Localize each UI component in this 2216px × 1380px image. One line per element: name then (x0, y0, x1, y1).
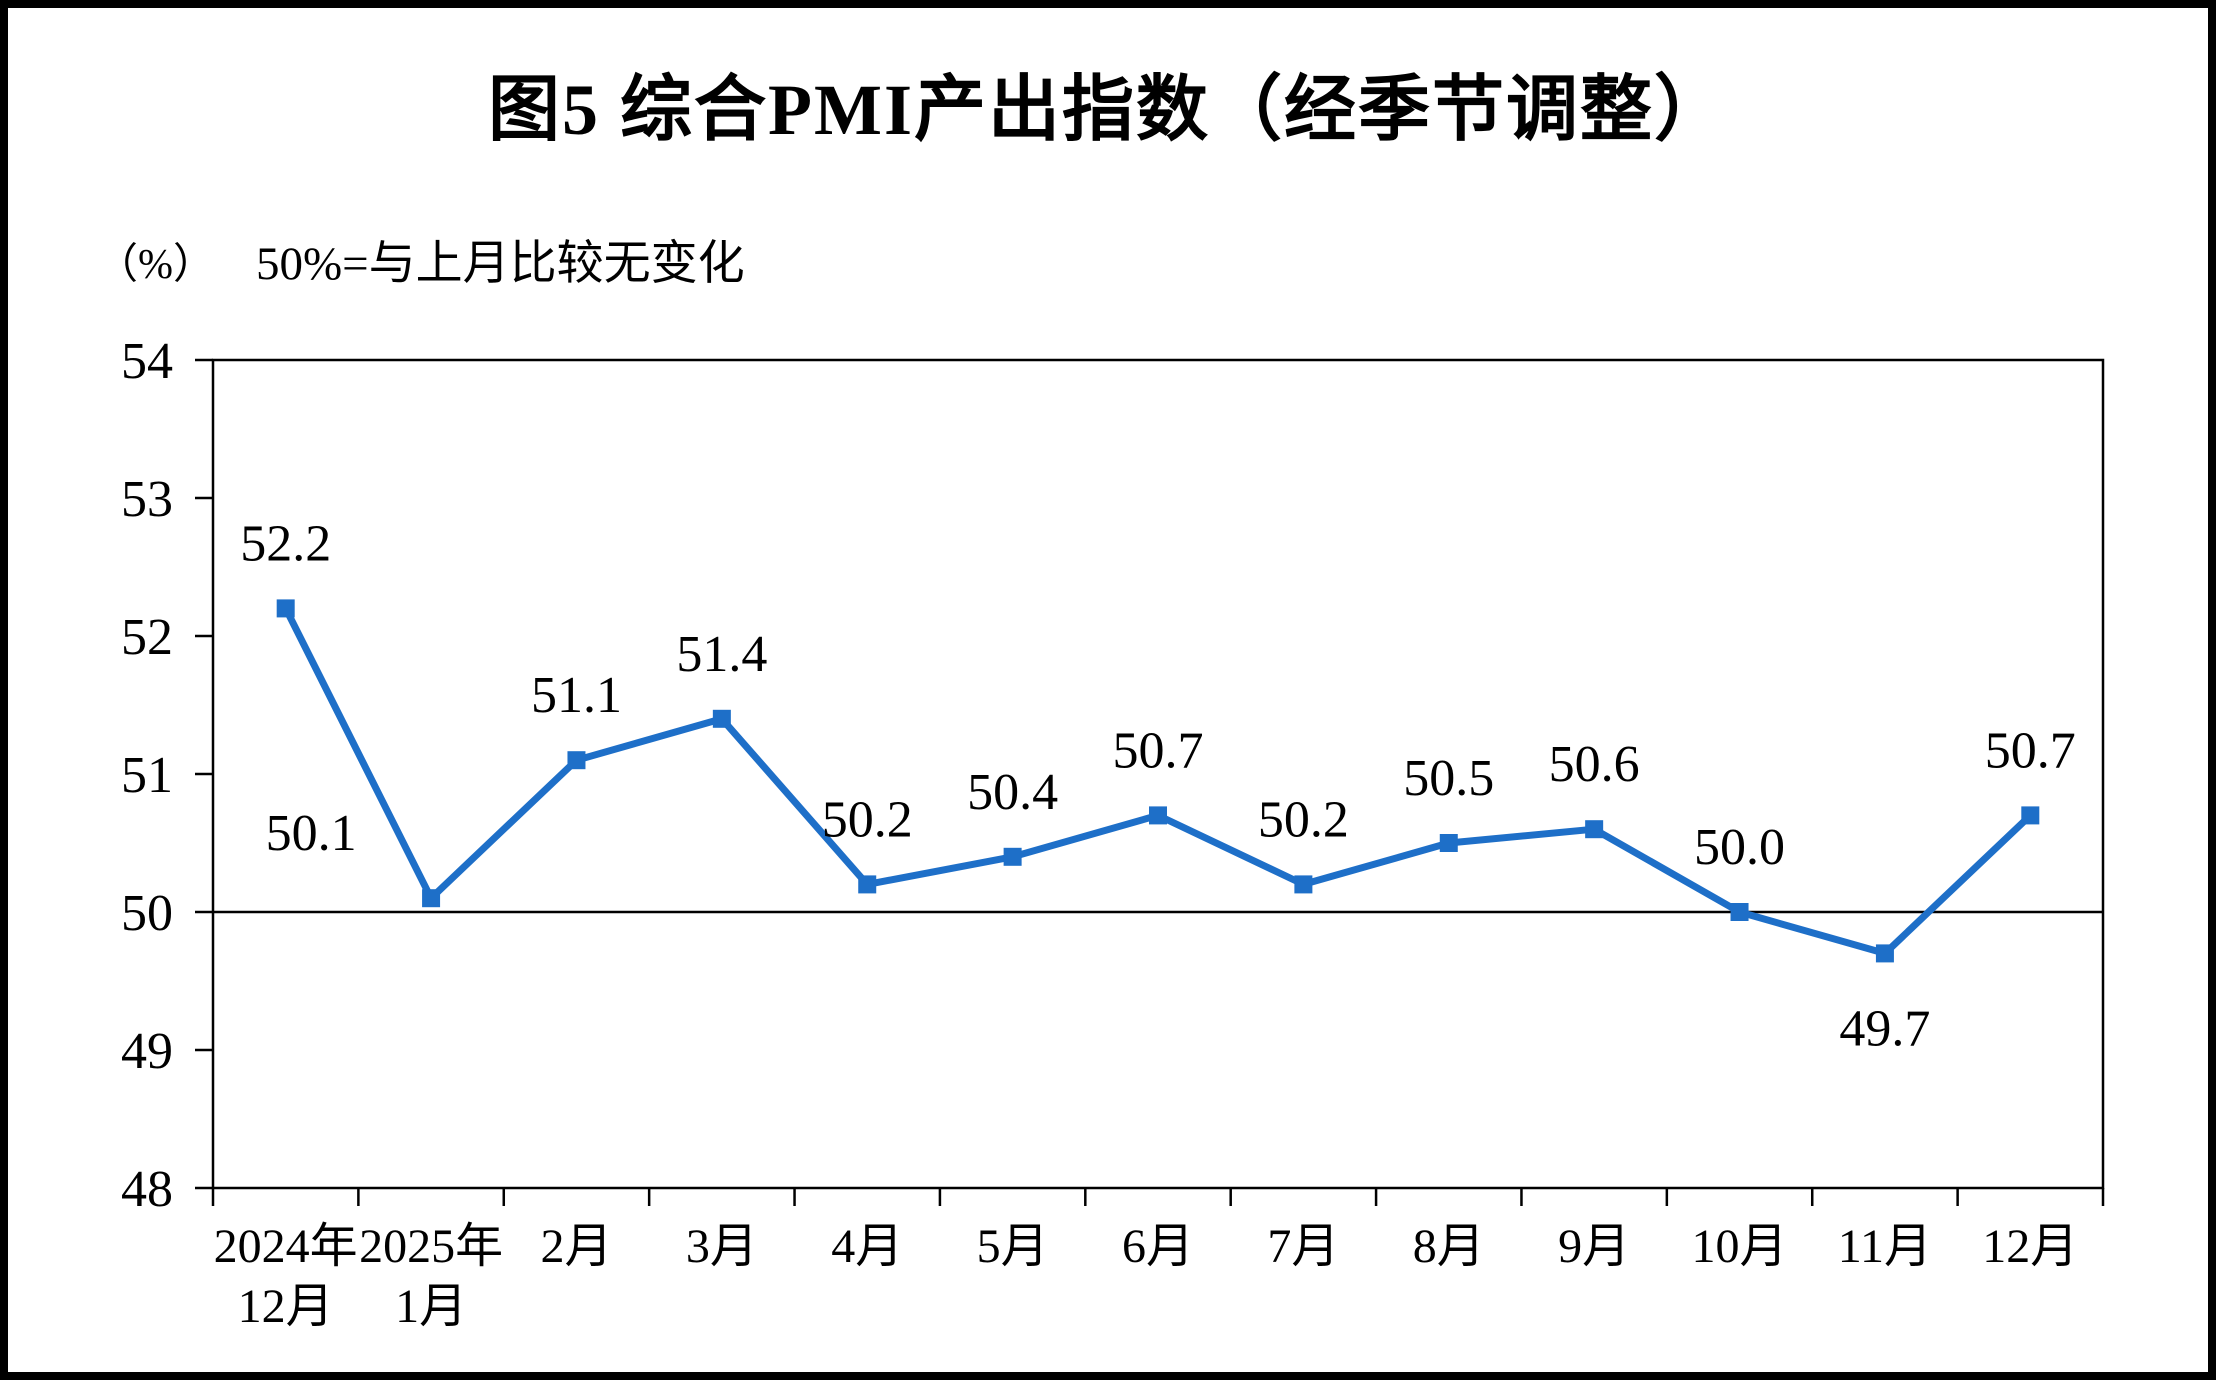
y-axis-tick-label: 51 (121, 747, 173, 804)
x-axis-label: 12月 (1982, 1220, 2078, 1273)
x-axis-label: 5月 (977, 1220, 1049, 1273)
data-point-label: 50.2 (1258, 791, 1349, 848)
x-axis-label: 12月 (238, 1280, 334, 1333)
data-point-label: 50.7 (1113, 722, 1204, 779)
x-axis-label: 7月 (1267, 1220, 1339, 1273)
x-axis-label: 2025年 (359, 1220, 503, 1273)
data-point-label: 50.0 (1694, 819, 1785, 876)
chart-title: 图5 综合PMI产出指数（经季节调整） (488, 70, 1728, 150)
data-point-label: 50.1 (266, 805, 357, 862)
y-axis-tick-label: 50 (121, 885, 173, 942)
y-axis-tick-label: 54 (121, 333, 173, 390)
data-point-label: 52.2 (240, 515, 331, 572)
data-point-marker (1294, 875, 1313, 894)
data-point-label: 50.5 (1403, 750, 1494, 807)
x-axis-label: 2月 (540, 1220, 612, 1273)
data-point-marker (1730, 903, 1749, 921)
x-axis-label: 10月 (1692, 1220, 1788, 1273)
chart-subtitle: 50%=与上月比较无变化 (256, 238, 745, 290)
x-axis-label: 4月 (831, 1220, 903, 1273)
y-axis-unit-label: （%） (96, 242, 215, 288)
data-point-marker (858, 875, 877, 894)
data-point-label: 50.2 (822, 791, 913, 848)
data-point-label: 51.4 (676, 626, 767, 683)
data-point-marker (1003, 847, 1022, 866)
x-axis-label: 3月 (686, 1220, 758, 1273)
x-axis-label: 9月 (1558, 1220, 1630, 1273)
data-point-marker (567, 751, 586, 770)
data-point-marker (422, 889, 441, 908)
data-point-label: 50.4 (967, 764, 1058, 821)
x-axis-label: 2024年 (214, 1220, 358, 1273)
data-point-label: 50.6 (1549, 736, 1640, 793)
y-axis-tick-label: 53 (121, 471, 173, 528)
y-axis-tick-label: 52 (121, 609, 173, 666)
data-point-marker (2021, 806, 2040, 825)
y-axis-tick-label: 49 (121, 1023, 173, 1080)
data-point-label: 50.7 (1985, 722, 2076, 779)
x-axis-label: 8月 (1413, 1220, 1485, 1273)
data-point-label: 49.7 (1839, 1000, 1930, 1057)
data-point-marker (1439, 834, 1458, 852)
data-point-marker (1585, 820, 1604, 839)
x-axis-label: 11月 (1838, 1220, 1932, 1273)
data-point-marker (1875, 944, 1894, 963)
data-point-marker (1149, 806, 1167, 825)
data-point-label: 51.1 (531, 667, 622, 724)
x-axis-label: 6月 (1122, 1220, 1194, 1273)
x-axis-label: 1月 (395, 1280, 467, 1333)
pmi-line-chart: 48 49 50 51 52 53 54 2024年 12月 2025年 1月 2月 3月 4月 5月 6月 7… (121, 333, 2105, 1333)
y-axis-tick-label: 48 (121, 1161, 173, 1218)
series-line (282, 604, 2034, 957)
data-point-marker (712, 709, 731, 728)
data-point-marker (276, 599, 295, 618)
